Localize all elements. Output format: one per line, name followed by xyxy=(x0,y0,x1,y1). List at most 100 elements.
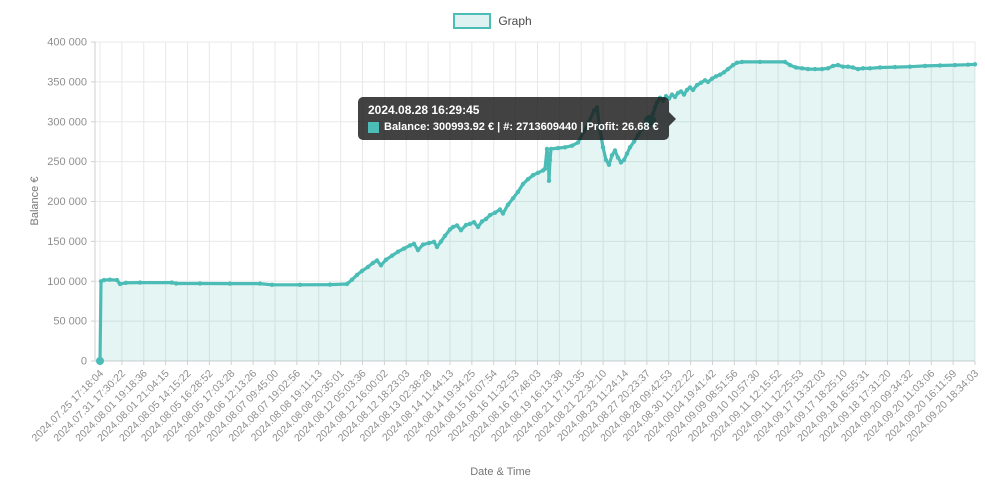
y-tick-label: 300 000 xyxy=(47,116,87,128)
data-point xyxy=(546,178,552,183)
data-point xyxy=(365,264,371,270)
data-point xyxy=(713,74,719,79)
data-point xyxy=(510,196,516,201)
data-point xyxy=(730,62,736,68)
data-point xyxy=(597,127,603,132)
data-point xyxy=(114,277,120,283)
data-point xyxy=(395,249,401,254)
data-point xyxy=(799,66,805,71)
data-point xyxy=(173,281,179,286)
data-point xyxy=(401,246,407,251)
chart-legend: Graph xyxy=(0,13,985,29)
data-point xyxy=(370,260,376,266)
data-point xyxy=(621,157,627,163)
data-point xyxy=(867,66,873,71)
data-point xyxy=(757,59,763,65)
data-point xyxy=(681,92,687,97)
data-point xyxy=(600,145,606,150)
data-point xyxy=(635,133,641,138)
data-point xyxy=(840,64,846,69)
data-point xyxy=(586,119,592,125)
data-point xyxy=(415,247,421,253)
data-point xyxy=(669,92,675,97)
legend-swatch-icon xyxy=(453,13,492,29)
data-point xyxy=(544,146,550,152)
data-point xyxy=(575,140,581,145)
data-point xyxy=(467,221,473,226)
data-point xyxy=(447,227,453,232)
data-point xyxy=(547,157,553,163)
data-point xyxy=(454,223,460,228)
y-tick-label: 100 000 xyxy=(47,276,87,288)
data-point xyxy=(782,59,788,65)
data-point xyxy=(787,62,793,68)
data-point xyxy=(431,239,437,244)
data-point xyxy=(442,233,448,238)
data-point xyxy=(542,166,548,171)
data-point xyxy=(426,240,432,246)
data-point xyxy=(123,280,129,285)
data-point xyxy=(562,145,568,150)
data-point xyxy=(678,89,684,94)
data-point xyxy=(581,129,587,134)
data-point xyxy=(117,281,123,287)
data-point xyxy=(479,219,485,224)
data-point xyxy=(907,64,913,69)
data-point xyxy=(374,258,380,263)
data-point xyxy=(877,65,883,70)
data-point xyxy=(434,244,440,250)
data-point xyxy=(525,177,531,182)
data-point xyxy=(825,66,831,71)
data-point xyxy=(717,72,723,77)
data-point xyxy=(450,224,456,230)
data-point xyxy=(594,105,600,110)
data-point xyxy=(690,87,696,93)
data-point xyxy=(505,202,511,207)
data-point xyxy=(657,95,663,101)
data-point xyxy=(500,211,506,216)
data-point xyxy=(297,282,303,287)
data-point xyxy=(709,76,715,81)
data-point xyxy=(535,170,541,175)
data-point xyxy=(666,96,672,101)
y-tick-label: 0 xyxy=(81,356,87,368)
data-point xyxy=(492,210,498,215)
data-point xyxy=(684,87,690,93)
y-tick-label: 400 000 xyxy=(47,37,87,49)
data-point xyxy=(860,66,866,71)
data-point xyxy=(705,79,711,85)
data-point xyxy=(845,64,851,69)
data-point xyxy=(101,277,107,283)
data-point xyxy=(850,65,856,70)
legend-item-graph[interactable]: Graph xyxy=(453,13,532,29)
data-point xyxy=(672,94,678,100)
data-point xyxy=(721,70,727,75)
data-point xyxy=(530,173,536,178)
y-tick-label: 250 000 xyxy=(47,156,87,168)
data-point xyxy=(627,145,633,150)
data-point xyxy=(855,66,861,72)
y-tick-label: 150 000 xyxy=(47,236,87,248)
data-point xyxy=(937,63,943,68)
data-point xyxy=(257,281,263,286)
data-point xyxy=(624,151,630,156)
data-point xyxy=(227,281,233,286)
data-point xyxy=(654,100,660,105)
highlighted-point[interactable] xyxy=(643,114,657,128)
data-point xyxy=(497,207,503,212)
data-point xyxy=(487,212,493,218)
data-point xyxy=(137,280,143,285)
data-point xyxy=(327,282,333,287)
data-point xyxy=(734,60,740,65)
data-point xyxy=(520,181,526,187)
data-point xyxy=(812,66,818,72)
data-point xyxy=(892,64,898,70)
data-point xyxy=(354,272,360,278)
data-point xyxy=(819,66,825,72)
data-point xyxy=(591,108,597,113)
data-point xyxy=(471,220,477,225)
data-point xyxy=(269,282,275,287)
data-point xyxy=(197,281,203,286)
